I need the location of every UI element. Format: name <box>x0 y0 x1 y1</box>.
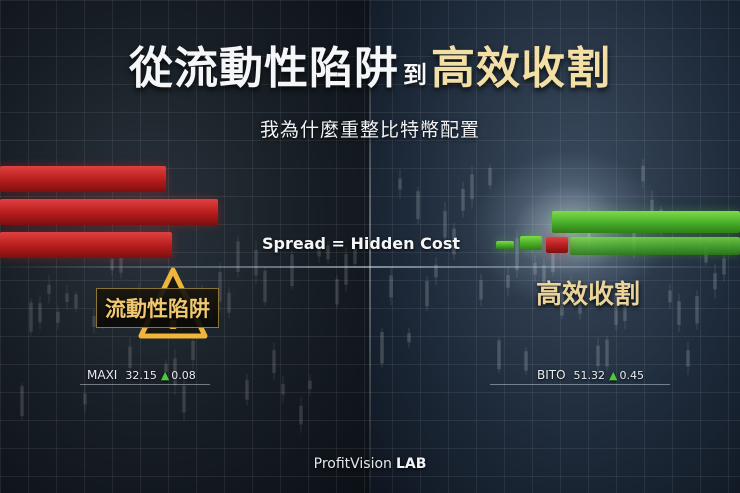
bito-ticker: BITO 51.32 ▲ 0.45 <box>537 368 644 384</box>
ticker-change: 0.45 <box>619 369 645 382</box>
ticker-symbol: MAXI <box>87 368 118 382</box>
brand-logo: ProfitVision LAB <box>0 453 740 472</box>
green-bar-1 <box>552 211 740 233</box>
spread-hidden-cost-label: Spread = Hidden Cost <box>262 234 461 253</box>
liquidity-trap-label: 流動性陷阱 <box>96 288 219 328</box>
small-red-block <box>546 237 568 253</box>
red-bar-2 <box>0 199 218 225</box>
red-bar-3 <box>0 232 172 258</box>
main-title: 從流動性陷阱 到高效收割 <box>0 32 740 96</box>
brand-name: ProfitVision <box>313 456 392 472</box>
ticker-price: 32.15 <box>125 369 157 382</box>
green-bar-2 <box>570 237 740 255</box>
red-bar-1 <box>0 166 166 192</box>
right-ticker-underline <box>490 384 670 385</box>
left-ticker-underline <box>80 384 210 385</box>
center-divider <box>369 0 371 493</box>
up-arrow-icon: ▲ <box>609 369 618 382</box>
small-green-block-2 <box>520 236 542 250</box>
small-green-block-1 <box>496 241 514 249</box>
title-part-2: 高效收割 <box>431 43 611 94</box>
brand-suffix: LAB <box>395 456 427 472</box>
title-connector: 到 <box>403 61 427 89</box>
ticker-price: 51.32 <box>573 369 606 382</box>
ticker-change: 0.08 <box>171 369 196 382</box>
spread-line <box>0 266 740 268</box>
title-part-1: 從流動性陷阱 <box>129 43 399 94</box>
maxi-ticker: MAXI 32.15 ▲ 0.08 <box>87 368 196 384</box>
ticker-symbol: BITO <box>537 368 566 382</box>
subtitle: 我為什麼重整比特幣配置 <box>259 119 480 141</box>
up-arrow-icon: ▲ <box>160 369 170 382</box>
efficient-harvest-label: 高效收割 <box>536 280 641 310</box>
